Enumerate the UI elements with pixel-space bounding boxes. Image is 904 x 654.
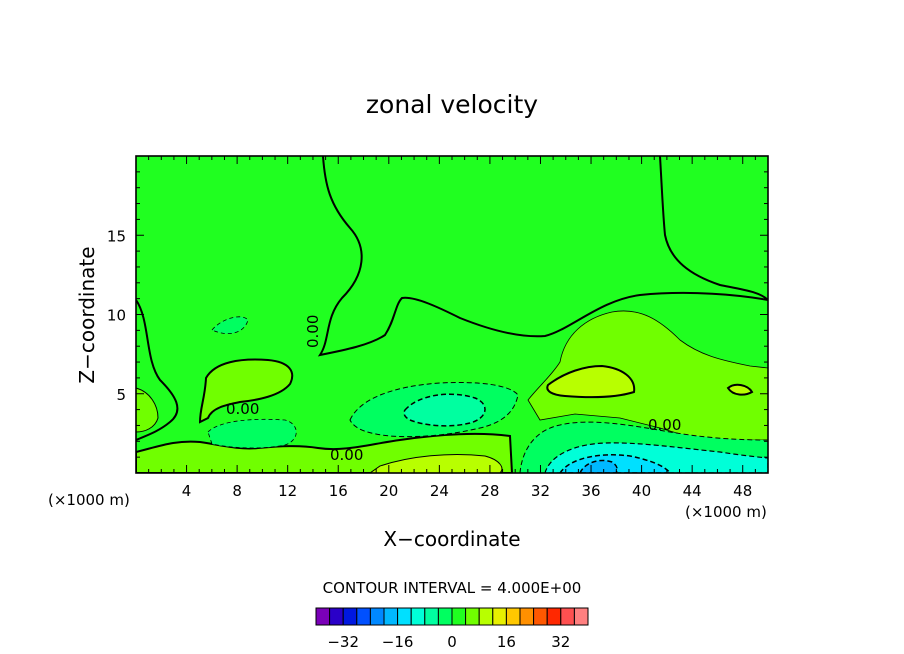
y-axis-label: Z−coordinate [75,246,99,383]
colorbar-tick-label: 32 [551,633,570,651]
x-tick-label: 16 [329,482,348,500]
colorbar-tick-label: −16 [382,633,414,651]
colorbar-swatch [505,607,521,626]
contour-interval-text: CONTOUR INTERVAL = 4.000E+00 [323,579,582,597]
region-small-min [211,316,249,334]
x-tick-label: 48 [733,482,752,500]
region-center-core [403,393,486,427]
colorbar-swatch [533,607,548,626]
x-tick-label: 36 [581,482,600,500]
x-tick-label: 32 [531,482,550,500]
colorbar-ticks: −32 −16 0 16 32 [327,633,570,651]
y-tick-label: 10 [107,307,126,325]
colorbar-swatch [560,607,575,626]
region-lower-right-core2 [579,459,618,473]
colorbar-swatch [546,607,562,626]
region-small-max [726,383,754,396]
contour-label: 0.00 [226,400,259,418]
colorbar-swatch [465,607,480,626]
x-units-left: (×1000 m) [48,491,130,509]
colorbar-swatch [519,607,535,626]
x-tick-label: 24 [430,482,449,500]
colorbar-swatch [315,607,331,626]
x-tick-label: 44 [683,482,702,500]
contour-label: 0.00 [648,416,681,434]
colorbar-swatch [410,607,426,626]
zero-contour-upper [317,156,768,357]
colorbar-tick-label: 0 [447,633,457,651]
x-tick-label: 12 [278,482,297,500]
zero-contour-right [659,156,768,301]
colorbar [315,607,589,626]
colorbar-swatch [424,607,439,626]
x-units-right: (×1000 m) [685,503,767,521]
colorbar-swatch [573,607,589,626]
zero-contour-left [136,299,179,441]
colorbar-swatch [329,607,344,626]
colorbar-swatch [492,607,507,626]
x-tick-label: 28 [480,482,499,500]
region-upper-right [527,310,768,441]
x-tick-label: 4 [182,482,192,500]
colorbar-swatch [397,607,412,626]
y-axis: 5 10 15 [107,171,768,458]
x-tick-label: 8 [232,482,242,500]
x-tick-label: 40 [632,482,651,500]
colorbar-swatch [356,607,371,626]
colorbar-tick-label: 16 [497,633,516,651]
region-left-light [198,358,294,424]
y-tick-label: 15 [107,227,126,245]
contour-label: 0.00 [330,446,363,464]
x-axis-label: X−coordinate [383,527,520,551]
chart-title: zonal velocity [366,90,538,119]
x-axis: 4 8 12 16 20 24 28 32 36 40 44 48 [148,156,756,500]
colorbar-swatch [451,607,467,626]
region-mid-right-max [546,364,636,399]
colorbar-swatch [383,607,399,626]
region-left-edge [136,387,159,433]
region-lower-center-max [369,453,503,473]
colorbar-tick-label: −32 [327,633,359,651]
y-tick-label: 5 [116,386,126,404]
colorbar-swatch [437,607,453,626]
region-lower-left-min [207,418,297,449]
colorbar-swatch [342,607,358,626]
colorbar-swatch [478,607,494,626]
contour-label: 0.00 [304,315,322,348]
plot-area [136,156,768,473]
contour-labels: 0.00 0.00 0.00 0.00 [226,315,681,464]
x-tick-label: 20 [379,482,398,500]
colorbar-swatch [369,607,385,626]
